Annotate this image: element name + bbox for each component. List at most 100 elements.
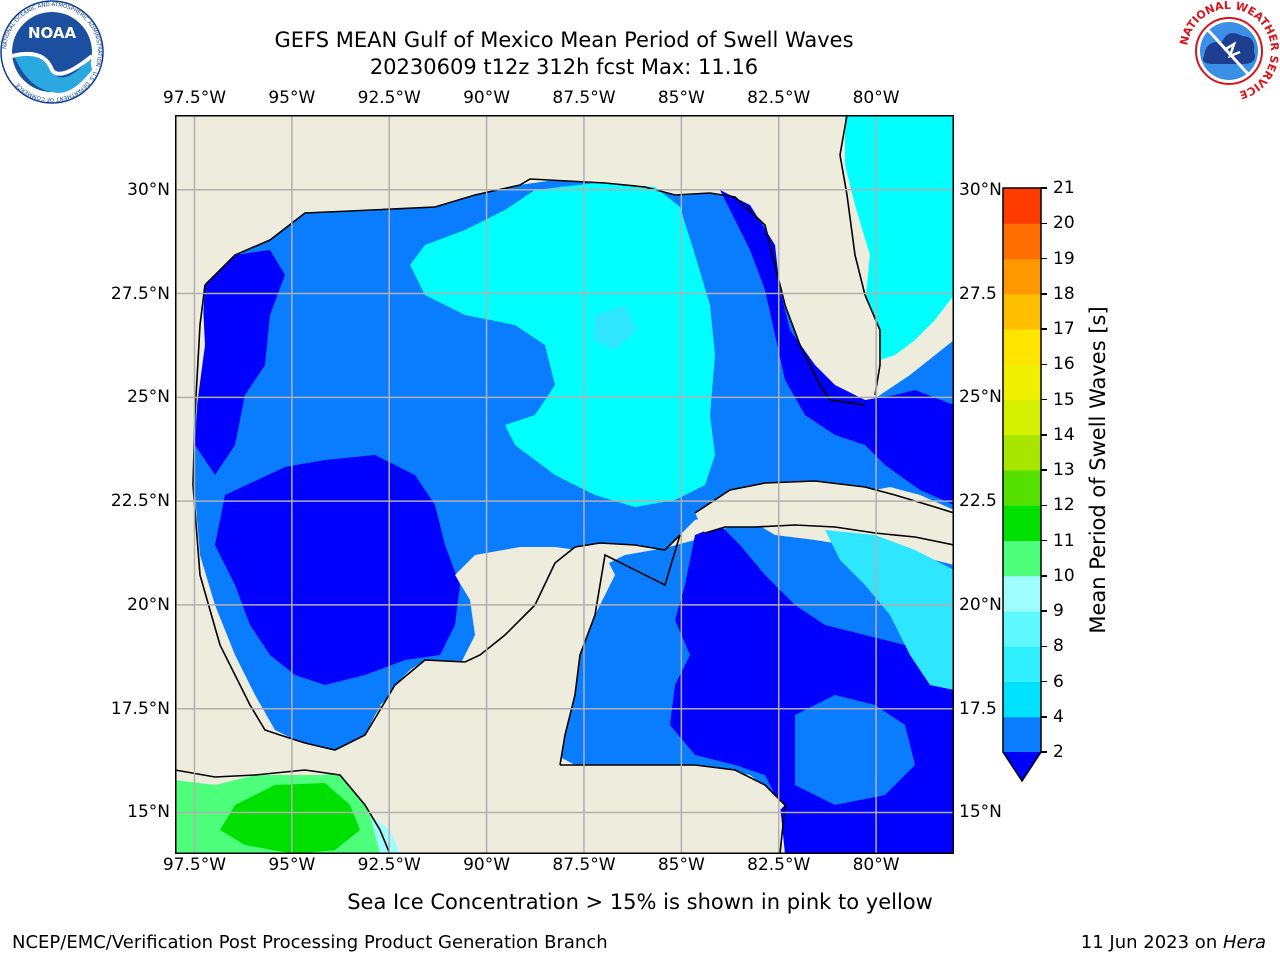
map-gridlines — [175, 115, 954, 854]
lon-tick-top: 82.5°W — [747, 88, 811, 108]
lon-tick-top: 80°W — [852, 88, 900, 108]
colorbar-label: Mean Period of Swell Waves [s] — [1086, 306, 1110, 634]
lon-tick-bottom: 82.5°W — [747, 855, 811, 875]
colorbar-tick-mark — [1041, 539, 1047, 542]
lon-tick-bottom: 92.5°W — [357, 855, 421, 875]
colorbar-tick-label: 8 — [1053, 636, 1064, 657]
pacific-bright-green-zone — [220, 783, 360, 854]
colorbar-tick-label: 6 — [1053, 671, 1064, 692]
lon-tick-bottom: 90°W — [463, 855, 511, 875]
lat-tick-right: 20°N — [959, 594, 1002, 615]
colorbar-tick-label: 12 — [1053, 495, 1075, 516]
lat-tick-right: 17.5 — [959, 698, 997, 719]
lat-tick-right: 30°N — [959, 179, 1002, 200]
colorbar-band-15 — [1003, 364, 1041, 400]
colorbar-tick-mark — [1041, 187, 1047, 189]
footer-date-text: 11 Jun 2023 on — [1080, 932, 1223, 953]
colorbar-band-17 — [1003, 293, 1041, 330]
lat-tick-right: 25°N — [959, 387, 1002, 408]
colorbar-band-8 — [1003, 611, 1041, 647]
colorbar-tick-label: 18 — [1053, 283, 1075, 304]
caribbean-cyan-zone — [825, 530, 954, 690]
florida-land — [735, 115, 880, 395]
colorbar-tick-label: 19 — [1053, 248, 1075, 269]
colorbar-tick-mark — [1041, 469, 1047, 471]
lon-tick-top: 90°W — [463, 88, 511, 108]
mexico-west-land — [175, 305, 405, 775]
colorbar-tick-label: 13 — [1053, 460, 1075, 480]
colorbar-band-14 — [1003, 399, 1041, 436]
lat-tick-left: 27.5°N — [110, 283, 170, 304]
colorbar-tick-label: 21 — [1053, 178, 1075, 198]
colorbar-tick-label: 4 — [1053, 706, 1064, 727]
colorbar-band-12 — [1003, 470, 1041, 506]
atlantic-swell — [845, 115, 954, 360]
nws-logo: NATIONAL WEATHER SERVICE — [1178, 0, 1280, 102]
footer-host: Hera — [1222, 932, 1266, 953]
map-plot — [175, 115, 954, 854]
colorbar-band-11 — [1003, 505, 1041, 541]
colorbar-tick-label: 17 — [1053, 319, 1075, 339]
colorbar — [1002, 187, 1042, 783]
lon-tick-top: 92.5°W — [357, 88, 421, 108]
lat-tick-left: 30°N — [127, 179, 170, 200]
colorbar-frame — [1002, 187, 1042, 783]
colorbar-tick-mark — [1041, 398, 1047, 401]
colorbar-tick-mark — [1041, 645, 1047, 647]
lat-tick-left: 17.5°N — [110, 698, 170, 719]
western-gulf-low-zone — [195, 250, 285, 475]
colorbar-tick-label: 20 — [1053, 213, 1075, 234]
lon-tick-top: 85°W — [657, 88, 705, 108]
colorbar-band-9 — [1003, 575, 1041, 612]
colorbar-tick-label: 14 — [1053, 424, 1075, 445]
colorbar-tick-mark — [1041, 328, 1047, 330]
colorbar-tick-mark — [1041, 293, 1047, 295]
lon-tick-bottom: 95°W — [268, 855, 316, 875]
gulf-cyan-lobe — [593, 305, 637, 350]
colorbar-tick-label: 15 — [1053, 389, 1075, 410]
lon-tick-bottom: 85°W — [657, 855, 705, 875]
colorbar-extend-arrow — [1003, 752, 1041, 781]
colorbar-band-18 — [1003, 258, 1041, 295]
colorbar-band-4 — [1003, 681, 1041, 718]
lat-tick-left: 22.5°N — [110, 491, 170, 512]
colorbar-tick-label: 11 — [1053, 530, 1075, 551]
colorbar-tick-label: 10 — [1053, 565, 1075, 586]
caribbean-midblue-patch — [795, 695, 915, 805]
lat-tick-right: 22.5 — [959, 491, 997, 512]
colorbar-tick-mark — [1041, 222, 1047, 224]
lon-tick-bottom: 80°W — [852, 855, 900, 875]
colorbar-band-2 — [1003, 716, 1041, 753]
svg-text:NOAA: NOAA — [28, 24, 77, 42]
cuba-land — [695, 481, 954, 545]
colorbar-tick-mark — [1041, 434, 1047, 436]
colorbar-tick-mark — [1041, 363, 1047, 365]
lon-tick-top: 95°W — [268, 88, 316, 108]
colorbar-tick-label: 16 — [1053, 354, 1075, 375]
lat-tick-left: 25°N — [127, 387, 170, 408]
colorbar-tick-mark — [1041, 257, 1047, 260]
colorbar-tick-mark — [1041, 751, 1047, 753]
lon-tick-top: 87.5°W — [552, 88, 616, 108]
lat-tick-right: 27.5 — [959, 283, 997, 304]
coastlines — [175, 115, 954, 854]
map-frame — [175, 115, 954, 854]
colorbar-band-6 — [1003, 646, 1041, 682]
honduras-land — [545, 765, 785, 854]
colorbar-band-19 — [1003, 223, 1041, 259]
lon-tick-bottom: 87.5°W — [552, 855, 616, 875]
colorbar-tick-mark — [1041, 575, 1047, 577]
lat-tick-left: 20°N — [127, 594, 170, 615]
sea-ice-note: Sea Ice Concentration > 15% is shown in … — [347, 890, 933, 914]
noaa-logo: NOAA NATIONAL OCEANIC AND ATMOSPHERIC AD… — [0, 0, 104, 104]
colorbar-band-13 — [1003, 434, 1041, 471]
chart-subtitle: 20230609 t12z 312h fcst Max: 11.16 — [369, 55, 759, 79]
east-gulf-low-zone — [720, 190, 954, 505]
lon-tick-bottom: 97.5°W — [162, 855, 227, 875]
southwest-gulf-low-zone — [215, 455, 460, 685]
colorbar-tick-label: 9 — [1053, 601, 1064, 621]
colorbar-band-20 — [1003, 188, 1041, 224]
footer-date: 11 Jun 2023 on Hera — [1081, 932, 1266, 953]
colorbar-band-10 — [1003, 540, 1041, 577]
colorbar-tick-mark — [1041, 504, 1047, 506]
